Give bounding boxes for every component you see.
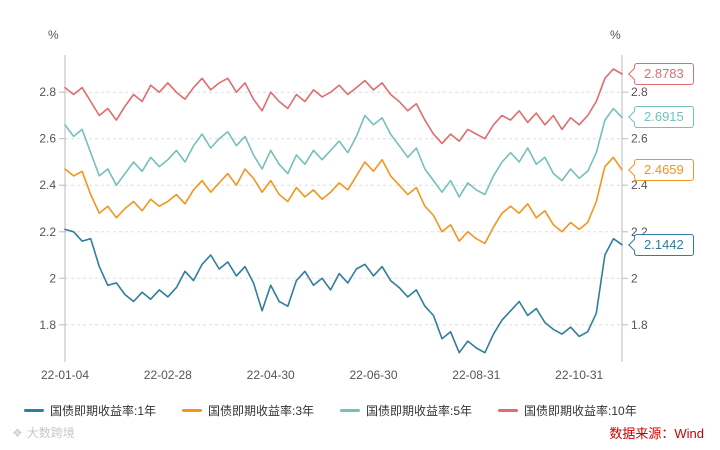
- svg-text:2.4: 2.4: [631, 178, 648, 192]
- legend-label: 国债即期收益率:10年: [524, 404, 637, 418]
- svg-text:2.2: 2.2: [39, 225, 56, 239]
- data-source-note: 数据来源：Wind: [609, 426, 704, 441]
- legend-item-5y[interactable]: 国债即期收益率:5年: [340, 402, 472, 419]
- legend-label: 国债即期收益率:5年: [366, 404, 473, 418]
- svg-text:2.4: 2.4: [39, 178, 56, 192]
- legend: 国债即期收益率:1年 国债即期收益率:3年 国债即期收益率:5年 国债即期收益率…: [24, 402, 637, 419]
- legend-line-icon: [24, 409, 44, 412]
- svg-text:2.2: 2.2: [631, 225, 648, 239]
- svg-text:2.6: 2.6: [631, 132, 648, 146]
- legend-line-icon: [182, 409, 203, 412]
- svg-text:22-06-30: 22-06-30: [349, 368, 397, 382]
- svg-text:22-02-28: 22-02-28: [144, 368, 192, 382]
- svg-text:1.8: 1.8: [631, 318, 648, 332]
- svg-text:2.8: 2.8: [39, 85, 56, 99]
- watermark: ❖ 大数跨境: [12, 424, 75, 441]
- y-axis-unit-right: %: [610, 28, 621, 42]
- svg-text:2: 2: [49, 271, 56, 285]
- svg-text:2.8: 2.8: [631, 85, 648, 99]
- legend-label: 国债即期收益率:3年: [208, 404, 315, 418]
- legend-item-3y[interactable]: 国债即期收益率:3年: [182, 402, 314, 419]
- watermark-text: 大数跨境: [26, 426, 75, 440]
- y-axis-unit-left: %: [48, 28, 59, 42]
- svg-text:22-10-31: 22-10-31: [555, 368, 603, 382]
- svg-text:1.8: 1.8: [39, 318, 56, 332]
- watermark-icon: ❖: [12, 425, 23, 440]
- svg-text:22-01-04: 22-01-04: [41, 368, 89, 382]
- legend-label: 国债即期收益率:1年: [50, 404, 157, 418]
- line-chart: 1.8 1.8 2 2 2.2 2.2 2.4 2.4 2.6 2.6 2.8 2.8 22-01-04…: [39, 55, 648, 382]
- legend-item-1y[interactable]: 国债即期收益率:1年: [24, 402, 156, 419]
- svg-text:2: 2: [631, 271, 638, 285]
- svg-text:22-08-31: 22-08-31: [452, 368, 500, 382]
- legend-line-icon: [498, 409, 519, 412]
- legend-line-icon: [340, 409, 361, 412]
- svg-text:22-04-30: 22-04-30: [247, 368, 295, 382]
- svg-text:2.6: 2.6: [39, 132, 56, 146]
- legend-item-10y[interactable]: 国债即期收益率:10年: [498, 402, 637, 419]
